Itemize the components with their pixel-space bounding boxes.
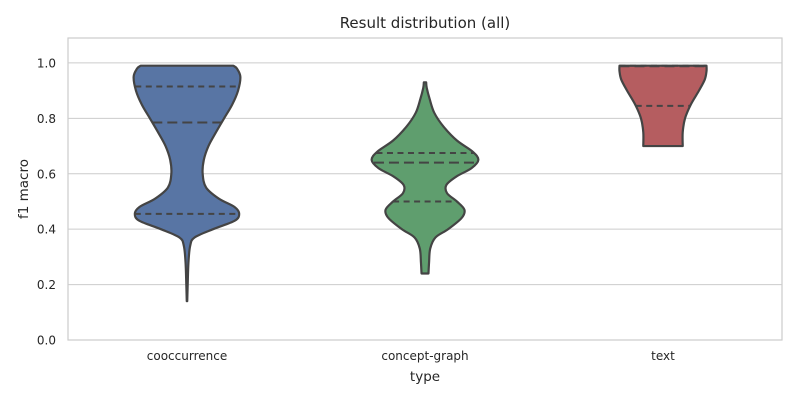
- violin-concept-graph: [370, 81, 480, 275]
- violin-body: [370, 81, 480, 275]
- y-axis-label: f1 macro: [16, 159, 32, 219]
- y-tick-label: 0.0: [37, 334, 56, 348]
- violin-body: [132, 64, 242, 303]
- y-tick-label: 0.8: [37, 112, 56, 126]
- violin-text: [618, 64, 708, 148]
- y-tick-label: 0.4: [37, 223, 56, 237]
- x-tick-label: text: [651, 349, 675, 363]
- y-tick-label: 0.6: [37, 167, 56, 181]
- x-axis-label: type: [410, 369, 440, 385]
- violins: [132, 64, 708, 303]
- y-tick-label: 0.2: [37, 278, 56, 292]
- x-tick-label: cooccurrence: [147, 349, 227, 363]
- y-tick-label: 1.0: [37, 56, 56, 70]
- x-tick-labels: cooccurrence concept-graph text: [147, 349, 675, 363]
- chart-title: Result distribution (all): [340, 14, 511, 32]
- y-tick-labels: 0.0 0.2 0.4 0.6 0.8 1.0: [37, 56, 56, 347]
- x-tick-label: concept-graph: [381, 349, 468, 363]
- violin-cooccurrence: [132, 64, 242, 303]
